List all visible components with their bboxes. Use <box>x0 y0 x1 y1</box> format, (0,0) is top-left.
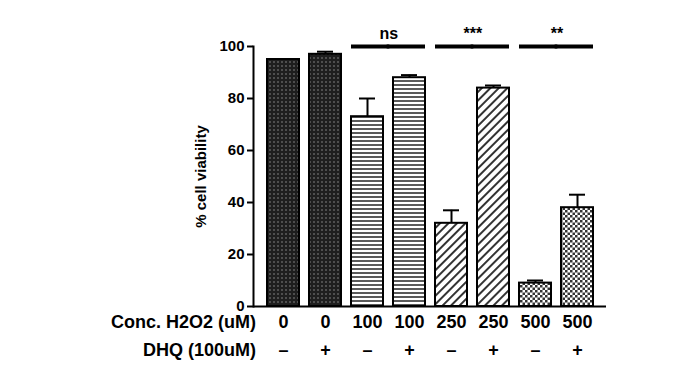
svg-text:0: 0 <box>236 297 245 315</box>
svg-text:–: – <box>530 340 540 360</box>
svg-text:80: 80 <box>228 89 245 106</box>
svg-text:250: 250 <box>436 312 466 332</box>
svg-text:40: 40 <box>228 193 245 210</box>
svg-text:+: + <box>404 340 415 360</box>
svg-text:+: + <box>320 340 331 360</box>
svg-text:100: 100 <box>219 37 244 54</box>
svg-text:250: 250 <box>478 312 508 332</box>
svg-text:20: 20 <box>228 245 245 262</box>
svg-text:***: *** <box>464 25 483 42</box>
svg-text:**: ** <box>551 25 564 42</box>
svg-text:ns: ns <box>380 25 399 42</box>
svg-text:% cell viability: % cell viability <box>192 125 209 228</box>
svg-text:0: 0 <box>320 312 330 332</box>
svg-text:100: 100 <box>352 312 382 332</box>
svg-text:+: + <box>572 340 583 360</box>
svg-text:60: 60 <box>228 141 245 158</box>
svg-text:0: 0 <box>278 312 288 332</box>
svg-text:–: – <box>278 340 288 360</box>
svg-text:500: 500 <box>562 312 592 332</box>
svg-text:DHQ (100uM): DHQ (100uM) <box>143 340 256 360</box>
svg-text:–: – <box>446 340 456 360</box>
svg-text:100: 100 <box>394 312 424 332</box>
svg-text:–: – <box>362 340 372 360</box>
svg-text:Conc. H2O2 (uM): Conc. H2O2 (uM) <box>111 312 256 332</box>
svg-text:500: 500 <box>520 312 550 332</box>
svg-text:+: + <box>488 340 499 360</box>
